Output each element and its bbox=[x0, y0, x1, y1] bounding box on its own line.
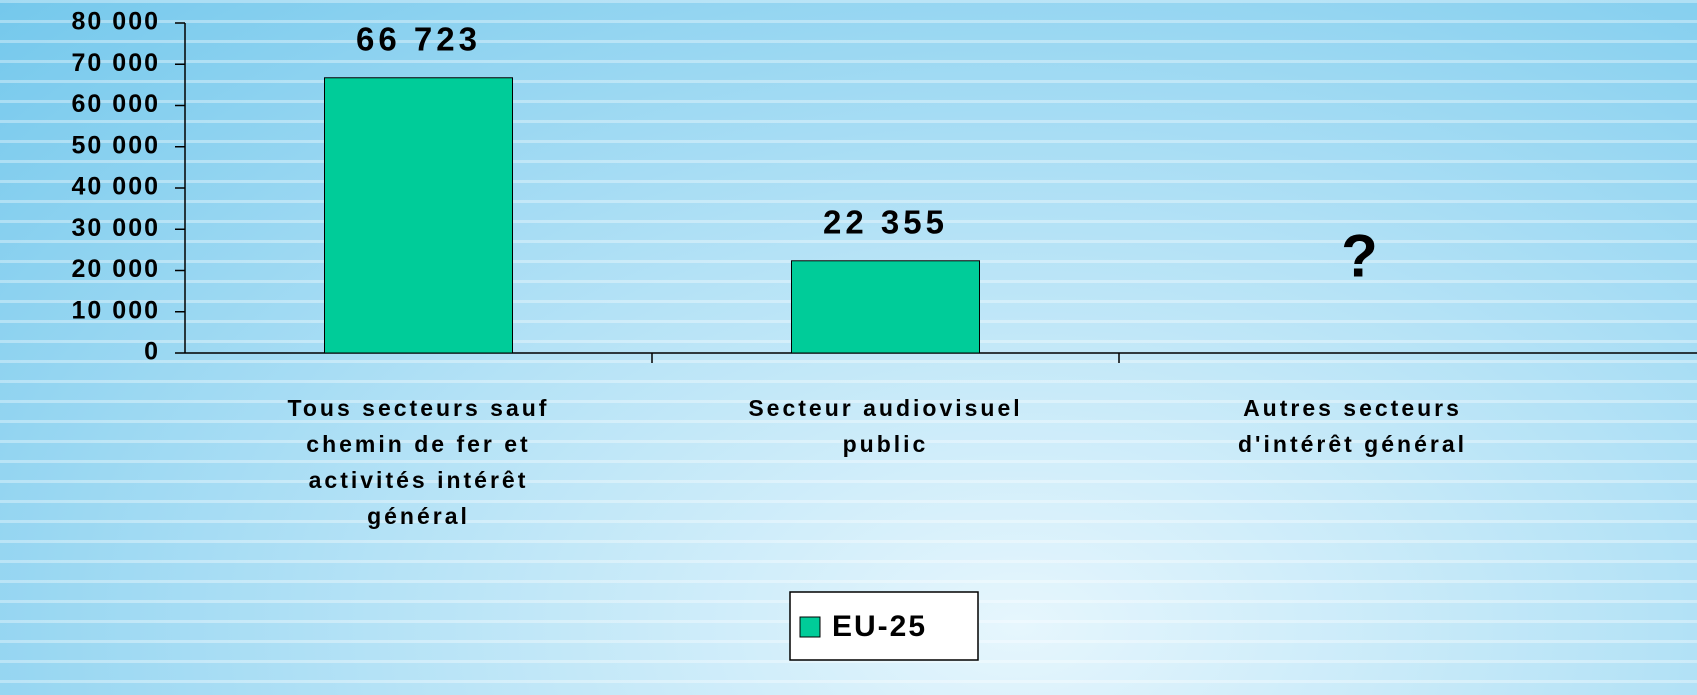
y-tick-label: 0 bbox=[144, 338, 160, 366]
value-label: 22 355 bbox=[823, 204, 948, 241]
x-tick-label: Autres secteurs bbox=[1243, 395, 1462, 421]
bar bbox=[791, 260, 980, 354]
x-tick-label: général bbox=[367, 503, 470, 529]
x-tick-label: chemin de fer et bbox=[306, 431, 530, 457]
legend-box bbox=[789, 591, 979, 661]
x-tick-label: d'intérêt général bbox=[1238, 431, 1467, 457]
y-tick-label: 80 000 bbox=[72, 8, 160, 36]
x-tick-label: public bbox=[843, 431, 929, 457]
y-tick-label: 50 000 bbox=[72, 131, 160, 159]
y-tick-label: 10 000 bbox=[72, 296, 160, 324]
x-tick-label: Secteur audiovisuel bbox=[748, 395, 1022, 421]
y-tick-label: 20 000 bbox=[72, 255, 160, 283]
y-tick-label: 40 000 bbox=[72, 173, 160, 201]
legend-label: EU-25 bbox=[832, 610, 927, 643]
value-label: ? bbox=[1341, 222, 1382, 289]
bar bbox=[324, 77, 513, 354]
x-tick-label: Tous secteurs sauf bbox=[288, 395, 550, 421]
legend-swatch bbox=[799, 616, 821, 638]
x-tick-label: activités intérêt bbox=[309, 467, 529, 493]
y-tick-label: 60 000 bbox=[72, 90, 160, 118]
value-label: 66 723 bbox=[356, 20, 481, 57]
y-tick-label: 70 000 bbox=[72, 49, 160, 77]
y-tick-label: 30 000 bbox=[72, 214, 160, 242]
